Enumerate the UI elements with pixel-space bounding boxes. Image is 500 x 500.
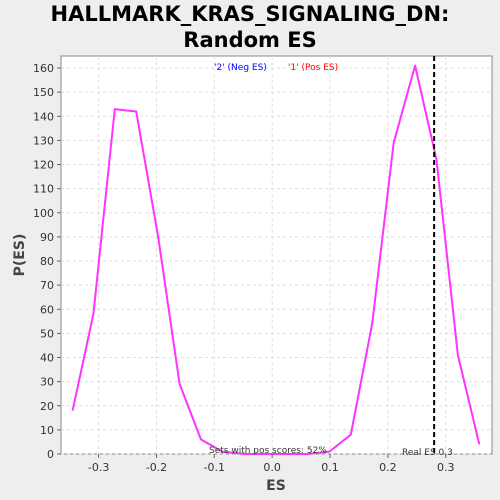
legend-pos-es: '1' (Pos ES) — [288, 63, 338, 73]
pos-scores-annotation: Sets with pos scores: 52% — [209, 446, 327, 456]
plot-area — [60, 55, 493, 455]
series-layer — [71, 64, 481, 455]
x-tick-label: 0.0 — [263, 461, 281, 474]
real-es-label: Real ES 0.3 — [402, 448, 453, 458]
x-tick-label: -0.2 — [146, 461, 167, 474]
y-tick-label: 70 — [40, 279, 54, 292]
x-axis-title: ES — [266, 478, 286, 494]
y-tick-label: 30 — [40, 376, 54, 389]
y-tick-label: 160 — [33, 62, 54, 75]
chart-title-line-1: HALLMARK_KRAS_SIGNALING_DN: Random ES — [50, 2, 450, 52]
axes: 0 10 20 30 40 50 60 70 80 90 100 110 120 130 140 150 160… — [33, 62, 454, 474]
y-tick-label: 60 — [40, 303, 54, 316]
y-tick-label: 120 — [33, 159, 54, 172]
x-tick-label: 0.3 — [437, 461, 455, 474]
x-tick-label: 0.1 — [321, 461, 339, 474]
y-tick-label: 10 — [40, 424, 54, 437]
y-tick-label: 80 — [40, 255, 54, 268]
x-tick-label: -0.1 — [204, 461, 225, 474]
y-tick-label: 110 — [33, 183, 54, 196]
y-tick-label: 20 — [40, 400, 54, 413]
y-tick-label: 130 — [33, 134, 54, 147]
y-tick-label: 140 — [33, 110, 54, 123]
y-tick-label: 100 — [33, 207, 54, 220]
y-tick-label: 90 — [40, 231, 54, 244]
x-tick-label: 0.2 — [379, 461, 397, 474]
y-tick-label: 40 — [40, 352, 54, 365]
y-axis-title: P(ES) — [12, 234, 28, 277]
y-tick-label: 150 — [33, 86, 54, 99]
y-tick-label: 0 — [47, 448, 54, 461]
x-tick-label: -0.3 — [88, 461, 109, 474]
y-tick-label: 50 — [40, 327, 54, 340]
series-line — [71, 64, 481, 455]
legend-neg-es: '2' (Neg ES) — [214, 63, 267, 73]
